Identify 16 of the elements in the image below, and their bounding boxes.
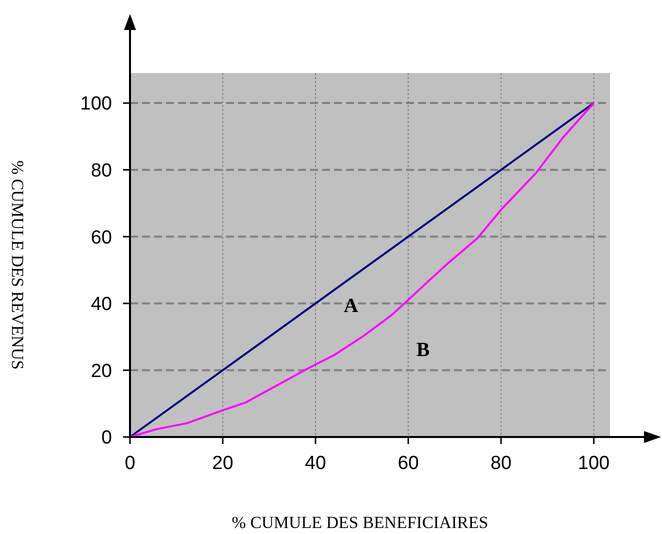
annotation: B	[416, 339, 430, 361]
annotation: A	[344, 295, 359, 317]
x-tick-label: 60	[398, 453, 419, 474]
y-tick-label: 40	[90, 294, 112, 316]
y-axis-title: % CUMULE DES REVENUS	[8, 160, 27, 370]
y-tick-label: 20	[90, 360, 112, 382]
x-tick-label: 20	[212, 453, 234, 474]
x-tick-label: 40	[304, 453, 326, 474]
x-axis-title: % CUMULE DES BENEFICIAIRES	[232, 513, 488, 532]
y-tick-label: 80	[90, 160, 112, 182]
y-tick-label: 0	[101, 428, 112, 449]
y-tick-label: 100	[80, 94, 112, 115]
x-tick-label: 100	[578, 453, 610, 474]
x-tick-label: 80	[490, 453, 512, 474]
x-tick-label: 0	[124, 453, 136, 474]
y-tick-label: 60	[90, 227, 112, 248]
